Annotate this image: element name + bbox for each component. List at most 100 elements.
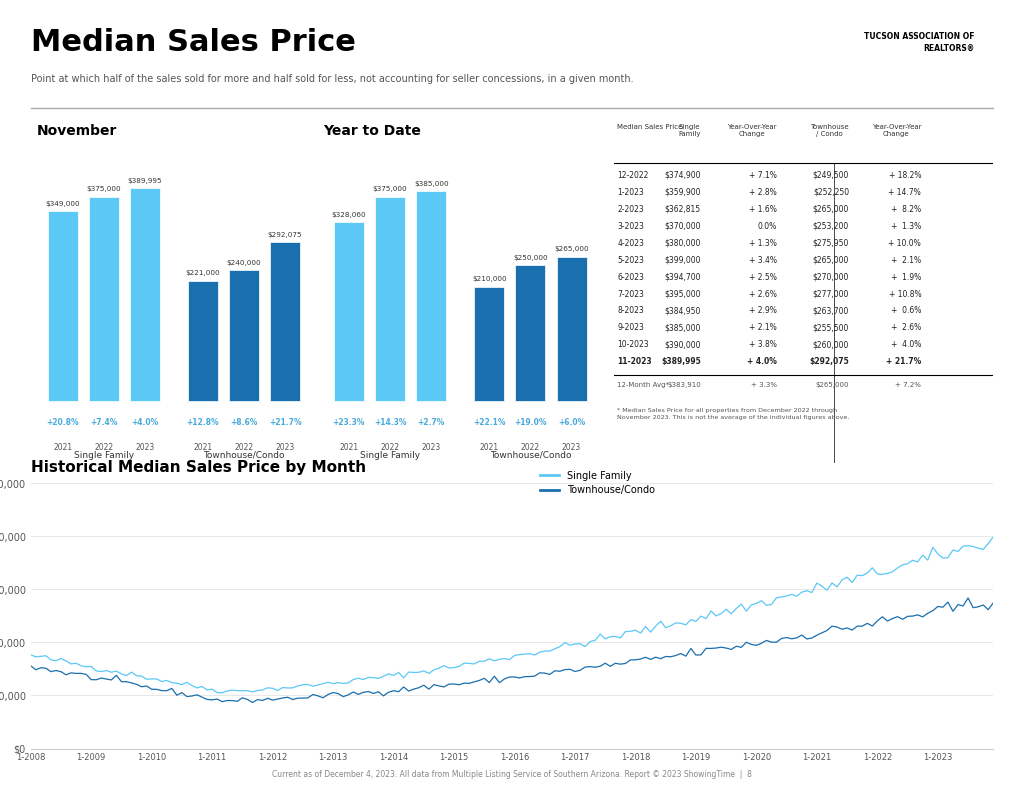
Bar: [375, 197, 406, 401]
Text: +21.7%: +21.7%: [269, 418, 301, 427]
Text: +12.8%: +12.8%: [186, 418, 219, 427]
Text: + 1.6%: + 1.6%: [749, 205, 777, 214]
Text: +6.0%: +6.0%: [558, 418, 585, 427]
Text: +  2.1%: + 2.1%: [891, 255, 922, 265]
Text: $277,000: $277,000: [813, 289, 849, 299]
Text: + 10.8%: + 10.8%: [889, 289, 922, 299]
Text: 2022: 2022: [521, 443, 540, 452]
Text: +22.1%: +22.1%: [473, 418, 506, 427]
Text: +  1.9%: + 1.9%: [891, 273, 922, 281]
Text: 2022: 2022: [94, 443, 114, 452]
Text: 2021: 2021: [479, 443, 499, 452]
Bar: [229, 270, 259, 401]
Text: Townhouse
/ Condo: Townhouse / Condo: [810, 124, 849, 136]
Text: * Median Sales Price for all properties from December 2022 through
November 2023: * Median Sales Price for all properties …: [617, 408, 850, 420]
Text: TUCSON ASSOCIATION OF
REALTORS®: TUCSON ASSOCIATION OF REALTORS®: [863, 32, 974, 53]
Text: + 2.5%: + 2.5%: [749, 273, 777, 281]
Text: $399,000: $399,000: [665, 255, 701, 265]
Text: 2022: 2022: [234, 443, 254, 452]
Text: $260,000: $260,000: [813, 340, 849, 349]
Text: 12-Month Avg*: 12-Month Avg*: [617, 381, 670, 388]
Text: 2023: 2023: [275, 443, 295, 452]
Text: 3-2023: 3-2023: [617, 221, 644, 231]
Text: + 2.6%: + 2.6%: [749, 289, 777, 299]
Text: +  4.0%: + 4.0%: [891, 340, 922, 349]
Text: Single Family: Single Family: [360, 451, 420, 460]
Text: Single
Family: Single Family: [679, 124, 701, 136]
Text: $221,000: $221,000: [185, 270, 220, 277]
Text: 5-2023: 5-2023: [617, 255, 644, 265]
Text: +20.8%: +20.8%: [46, 418, 79, 427]
Text: +  8.2%: + 8.2%: [891, 205, 922, 214]
Bar: [89, 197, 119, 401]
Townhouse/Condo: [25, 661, 37, 671]
Text: November: November: [37, 124, 117, 138]
Text: 2023: 2023: [135, 443, 155, 452]
Text: 12-2022: 12-2022: [617, 171, 649, 180]
Text: $292,075: $292,075: [809, 357, 849, 366]
Text: 2021: 2021: [194, 443, 213, 452]
Text: +4.0%: +4.0%: [131, 418, 159, 427]
Legend: Single Family, Townhouse/Condo: Single Family, Townhouse/Condo: [537, 466, 659, 500]
Text: 7-2023: 7-2023: [617, 289, 644, 299]
Text: $250,000: $250,000: [513, 255, 548, 261]
Text: $265,000: $265,000: [815, 381, 849, 388]
Text: + 3.8%: + 3.8%: [749, 340, 777, 349]
Text: $394,700: $394,700: [665, 273, 701, 281]
Text: $390,000: $390,000: [665, 340, 701, 349]
Text: Point at which half of the sales sold for more and half sold for less, not accou: Point at which half of the sales sold fo…: [31, 74, 634, 84]
Text: 2023: 2023: [422, 443, 441, 452]
Text: 10-2023: 10-2023: [617, 340, 649, 349]
Bar: [474, 287, 504, 401]
Text: + 2.8%: + 2.8%: [750, 188, 777, 197]
Text: $255,500: $255,500: [813, 323, 849, 333]
Text: $349,000: $349,000: [45, 201, 80, 206]
Text: 4-2023: 4-2023: [617, 239, 644, 247]
Text: + 1.3%: + 1.3%: [749, 239, 777, 247]
Text: Townhouse/Condo: Townhouse/Condo: [204, 451, 285, 460]
Text: $375,000: $375,000: [86, 187, 121, 192]
Text: +8.6%: +8.6%: [230, 418, 258, 427]
Single Family: [140, 675, 153, 684]
Text: +7.4%: +7.4%: [90, 418, 118, 427]
Text: Year-Over-Year
Change: Year-Over-Year Change: [727, 124, 777, 136]
Single Family: [428, 665, 440, 675]
Text: $375,000: $375,000: [373, 187, 408, 192]
Text: $385,000: $385,000: [414, 181, 449, 187]
Bar: [188, 281, 218, 401]
Text: Single Family: Single Family: [74, 451, 134, 460]
Text: $359,900: $359,900: [665, 188, 701, 197]
Text: $240,000: $240,000: [226, 260, 261, 266]
Text: 0.0%: 0.0%: [758, 221, 777, 231]
Townhouse/Condo: [634, 654, 646, 663]
Single Family: [634, 628, 646, 637]
Text: $383,910: $383,910: [668, 381, 701, 388]
Single Family: [513, 650, 525, 660]
Single Family: [25, 650, 37, 660]
Bar: [557, 257, 587, 401]
Townhouse/Condo: [428, 680, 440, 690]
Single Family: [987, 532, 999, 541]
Text: 9-2023: 9-2023: [617, 323, 644, 333]
Bar: [334, 222, 364, 401]
Text: $362,815: $362,815: [665, 205, 701, 214]
Text: + 14.7%: + 14.7%: [889, 188, 922, 197]
Text: $275,950: $275,950: [813, 239, 849, 247]
Bar: [270, 242, 300, 401]
Text: + 7.1%: + 7.1%: [749, 171, 777, 180]
Text: +19.0%: +19.0%: [514, 418, 547, 427]
Text: +2.7%: +2.7%: [418, 418, 444, 427]
Text: + 2.9%: + 2.9%: [749, 307, 777, 315]
Bar: [48, 210, 78, 401]
Townhouse/Condo: [418, 681, 430, 690]
Text: 2022: 2022: [381, 443, 399, 452]
Townhouse/Condo: [987, 598, 999, 608]
Text: 8-2023: 8-2023: [617, 307, 644, 315]
Text: Median Sales Price: Median Sales Price: [31, 28, 355, 57]
Text: $263,700: $263,700: [813, 307, 849, 315]
Text: $249,500: $249,500: [813, 171, 849, 180]
Text: $389,995: $389,995: [662, 357, 701, 366]
Text: $380,000: $380,000: [665, 239, 701, 247]
Bar: [417, 191, 446, 401]
Townhouse/Condo: [140, 682, 153, 691]
